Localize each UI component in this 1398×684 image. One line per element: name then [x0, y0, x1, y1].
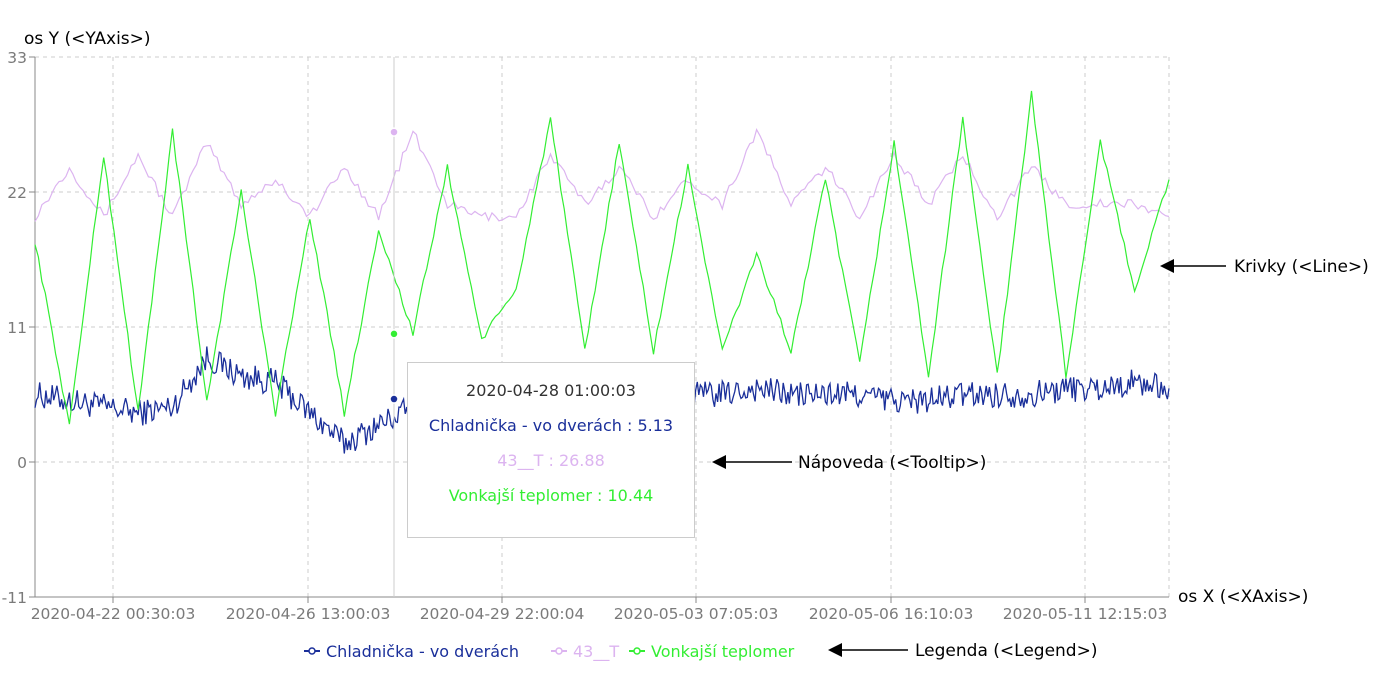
series-line-2	[34, 90, 1170, 425]
annotation-line-label: Krivky (<Line>)	[1234, 257, 1369, 277]
legend-item: Vonkajší teplomer	[629, 642, 795, 661]
active-dot-1	[389, 127, 399, 137]
x-tick-label: 2020-04-29 22:00:04	[420, 605, 585, 623]
annotation-legend: Legenda (<Legend>)	[828, 641, 1097, 661]
annotation-tooltip-label: Nápoveda (<Tooltip>)	[798, 453, 986, 473]
legend-label: 43__T	[573, 642, 619, 662]
active-dot-0	[389, 394, 399, 404]
annotation-tooltip: Nápoveda (<Tooltip>)	[712, 453, 986, 473]
tooltip-cursor	[389, 57, 399, 597]
legend-item: 43__T	[551, 642, 619, 662]
tooltip-row-chladnicka: Chladnička - vo dverách : 5.13	[428, 416, 674, 435]
y-tick-label: 11	[7, 319, 27, 337]
tooltip-title: 2020-04-28 01:00:03	[466, 381, 636, 400]
y-tick-label: 33	[7, 49, 27, 67]
tooltip: 2020-04-28 01:00:03 Chladnička - vo dver…	[407, 362, 695, 538]
y-tick-label: -11	[2, 589, 27, 607]
y-tick-label: 0	[17, 454, 27, 472]
axes	[29, 56, 1169, 603]
x-tick-label: 2020-05-06 16:10:03	[809, 605, 974, 623]
legend: Chladnička - vo dverách 43__T Vonkajší tep…	[304, 642, 795, 662]
x-tick-label: 2020-05-11 12:15:03	[1003, 605, 1168, 623]
x-tick-label: 2020-04-22 00:30:03	[31, 605, 196, 623]
x-tick-label: 2020-04-26 13:00:03	[226, 605, 391, 623]
tooltip-row-vonkajsi: Vonkajší teplomer : 10.44	[448, 486, 654, 505]
y-axis-title: os Y (<YAxis>)	[24, 29, 151, 49]
legend-item: Chladnička - vo dverách	[304, 642, 519, 661]
x-tick-label: 2020-05-03 07:05:03	[614, 605, 779, 623]
grid	[35, 56, 1170, 598]
legend-label: Chladnička - vo dverách	[326, 642, 519, 661]
active-dot-2	[389, 329, 399, 339]
tooltip-row-43t: 43__T : 26.88	[497, 451, 605, 470]
legend-swatch-dot	[308, 647, 316, 655]
annotation-legend-label: Legenda (<Legend>)	[915, 641, 1097, 661]
series-line-1	[34, 128, 1170, 222]
x-axis-title: os X (<XAxis>)	[1178, 587, 1308, 607]
annotation-line: Krivky (<Line>)	[1160, 257, 1369, 277]
legend-swatch-dot	[555, 647, 563, 655]
y-tick-label: 22	[7, 184, 27, 202]
legend-swatch-dot	[633, 647, 641, 655]
legend-label: Vonkajší teplomer	[651, 642, 795, 661]
